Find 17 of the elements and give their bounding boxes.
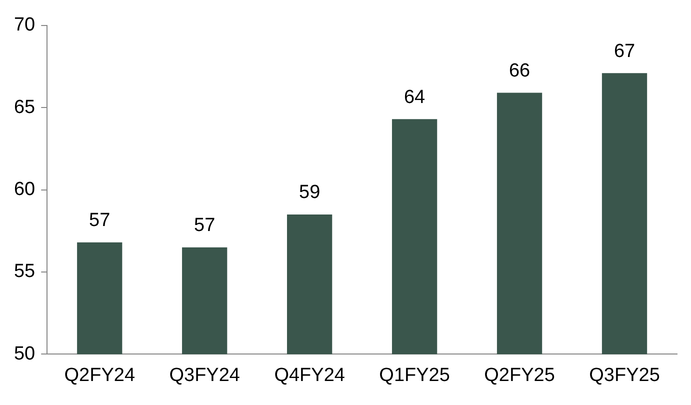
- y-tick-label: 65: [14, 96, 36, 118]
- y-tick-label: 50: [14, 343, 36, 364]
- data-label: 57: [89, 210, 110, 232]
- x-tick-label: Q2FY25: [484, 364, 555, 386]
- x-tick-label: Q3FY24: [169, 364, 240, 386]
- x-tick-label: Q4FY24: [274, 364, 346, 386]
- data-label: 66: [508, 60, 530, 82]
- x-tick-label: Q1FY25: [379, 364, 450, 386]
- data-label: 64: [404, 86, 426, 108]
- data-label: 67: [614, 40, 636, 62]
- data-label: 59: [299, 182, 320, 204]
- y-tick-label: 55: [14, 261, 36, 282]
- y-tick-label: 70: [14, 14, 36, 36]
- data-label: 57: [194, 215, 216, 236]
- x-tick-label: Q2FY24: [64, 364, 136, 386]
- x-tick-label: Q3FY25: [589, 364, 660, 386]
- y-tick-label: 60: [14, 179, 36, 200]
